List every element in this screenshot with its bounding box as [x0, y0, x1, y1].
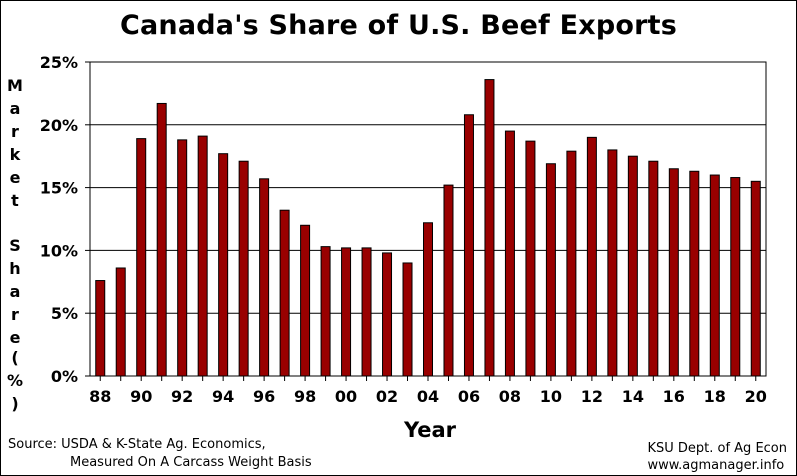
x-tick-label: 12 — [581, 387, 603, 406]
bar — [95, 280, 106, 377]
y-axis-label-letter: a — [9, 282, 21, 301]
x-tick-label: 10 — [540, 387, 562, 406]
x-tick-label: 96 — [253, 387, 275, 406]
y-axis-label-letter: r — [11, 122, 19, 141]
bar — [504, 130, 515, 377]
bar — [668, 168, 679, 377]
y-tick-label: 20% — [40, 116, 78, 135]
y-axis-label-letter: ( — [11, 348, 19, 367]
bar — [525, 140, 536, 377]
credit-line-2: www.agmanager.info — [647, 458, 785, 473]
y-axis-label-letter: % — [6, 371, 24, 390]
bar — [238, 160, 249, 377]
bar — [361, 247, 372, 377]
bar — [627, 155, 638, 377]
x-tick-label: 02 — [376, 387, 398, 406]
plot-border — [89, 61, 767, 377]
bar — [197, 135, 208, 377]
credit-note: KSU Dept. of Ag Econ www.agmanager.info — [647, 440, 787, 474]
source-line-2: Measured On A Carcass Weight Basis — [70, 455, 312, 470]
bar — [648, 160, 659, 377]
bar — [709, 174, 720, 377]
bar — [279, 209, 290, 377]
bar — [382, 252, 393, 377]
chart-title: Canada's Share of U.S. Beef Exports — [119, 10, 678, 41]
bar — [341, 247, 352, 377]
y-axis-label-letter: h — [9, 259, 21, 278]
bar — [545, 163, 556, 377]
bar — [156, 102, 167, 377]
bar — [259, 178, 270, 377]
x-tick-label: 18 — [704, 387, 726, 406]
x-tick-label: 06 — [458, 387, 480, 406]
y-axis-label-letter: ) — [11, 394, 19, 413]
bar — [586, 136, 597, 377]
x-tick-label: 16 — [663, 387, 685, 406]
y-tick-label: 25% — [40, 53, 78, 72]
y-axis-label-letter: a — [9, 99, 21, 118]
source-line-1: Source: USDA & K-State Ag. Economics, — [8, 437, 266, 452]
x-tick-label: 20 — [745, 387, 767, 406]
y-tick-label: 5% — [51, 304, 78, 323]
bar — [750, 180, 761, 377]
bar — [484, 79, 495, 377]
bar — [463, 114, 474, 377]
y-axis-label-letter: M — [7, 76, 23, 95]
y-axis-label-letter: r — [11, 305, 19, 324]
bar — [320, 246, 331, 377]
bar — [136, 138, 147, 377]
credit-line-1: KSU Dept. of Ag Econ — [647, 441, 787, 456]
y-axis-label-letter: S — [9, 236, 21, 255]
bar — [300, 224, 311, 377]
x-tick-label: 04 — [417, 387, 439, 406]
y-tick-label: 15% — [40, 179, 78, 198]
x-tick-label: 94 — [212, 387, 234, 406]
bar — [177, 139, 188, 377]
bar — [115, 267, 126, 377]
x-tick-label: 98 — [294, 387, 316, 406]
bar — [730, 177, 741, 377]
x-tick-label: 14 — [622, 387, 644, 406]
x-tick-label: 92 — [171, 387, 193, 406]
bar — [218, 153, 229, 377]
bar — [566, 150, 577, 377]
y-axis-label-letter: t — [11, 191, 19, 210]
x-tick-label: 90 — [130, 387, 152, 406]
bar — [402, 262, 413, 377]
bar — [607, 149, 618, 377]
y-axis-label-letter: e — [9, 328, 21, 347]
x-axis-label: Year — [403, 418, 457, 442]
y-tick-label: 10% — [40, 241, 78, 260]
x-tick-label: 88 — [89, 387, 111, 406]
x-tick-label: 08 — [499, 387, 521, 406]
source-note: Source: USDA & K-State Ag. Economics, Me… — [8, 436, 312, 472]
x-tick-label: 00 — [335, 387, 357, 406]
bar — [443, 184, 454, 377]
bar — [689, 170, 700, 377]
y-axis-label-letter: e — [9, 168, 21, 187]
y-tick-label: 0% — [51, 367, 78, 386]
bar — [423, 222, 433, 377]
y-axis-label-letter: k — [9, 145, 21, 164]
